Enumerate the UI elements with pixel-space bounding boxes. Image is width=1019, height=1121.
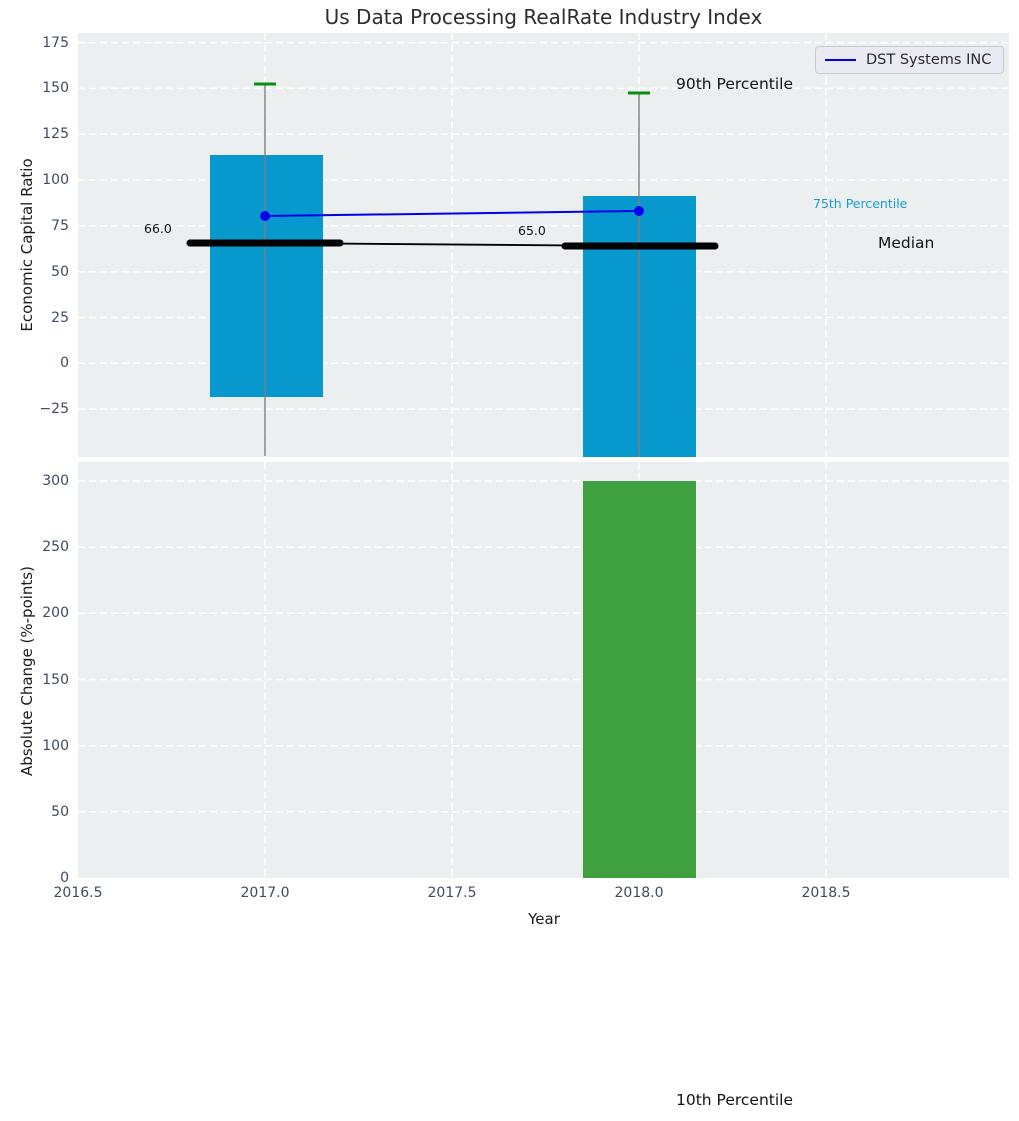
y-tick-label: 0 [60, 355, 69, 372]
x-tick-label: 2018.0 [614, 885, 664, 901]
x-tick-label: 2017.5 [427, 885, 477, 901]
chart-title: Us Data Processing RealRate Industry Ind… [324, 5, 763, 29]
legend: DST Systems INC [815, 46, 1004, 74]
x-tick-label: 2016.5 [53, 885, 103, 901]
y-tick-label: 50 [51, 263, 69, 280]
p10-annotation: 10th Percentile [676, 1091, 794, 1109]
y-tick-label: 150 [42, 80, 69, 97]
y-tick-label: −25 [39, 401, 69, 418]
median-annotation: Median [878, 234, 935, 252]
y-tick-label: 100 [42, 737, 69, 754]
p90-annotation: 90th Percentile [676, 75, 794, 93]
y-tick-label: 175 [42, 34, 69, 51]
x-tick-label: 2018.5 [801, 885, 851, 901]
y-tick-label: 250 [42, 539, 69, 556]
y-tick-label: 75 [51, 217, 69, 234]
y-tick-label: 50 [51, 803, 69, 820]
y-tick-label: 125 [42, 126, 69, 143]
y-tick-label: 25 [51, 309, 69, 326]
p75-annotation: 75th Percentile [813, 196, 908, 211]
legend-line-sample-icon [825, 59, 856, 61]
legend-label: DST Systems INC [866, 52, 992, 68]
median-value-2017: 66.0 [144, 221, 172, 236]
y-tick-label: 100 [42, 172, 69, 188]
y-tick-label: 0 [60, 870, 69, 886]
top-axes: 175 150 125 100 75 50 25 0 −25 [39, 33, 1009, 457]
y-axis-label-top: Economic Capital Ratio [18, 158, 36, 332]
median-value-2018: 65.0 [518, 223, 546, 238]
y-tick-label: 150 [42, 671, 69, 688]
y-tick-label: 200 [42, 605, 69, 622]
y-axis-label-bottom: Absolute Change (%-points) [18, 566, 36, 776]
x-axis-label: Year [528, 910, 560, 928]
y-tick-label: 300 [42, 473, 69, 489]
bottom-axes: 300 250 200 150 100 50 0 2016.5 2017.0 2017.5 2018… [42, 462, 1009, 901]
x-tick-label: 2017.0 [240, 885, 290, 901]
